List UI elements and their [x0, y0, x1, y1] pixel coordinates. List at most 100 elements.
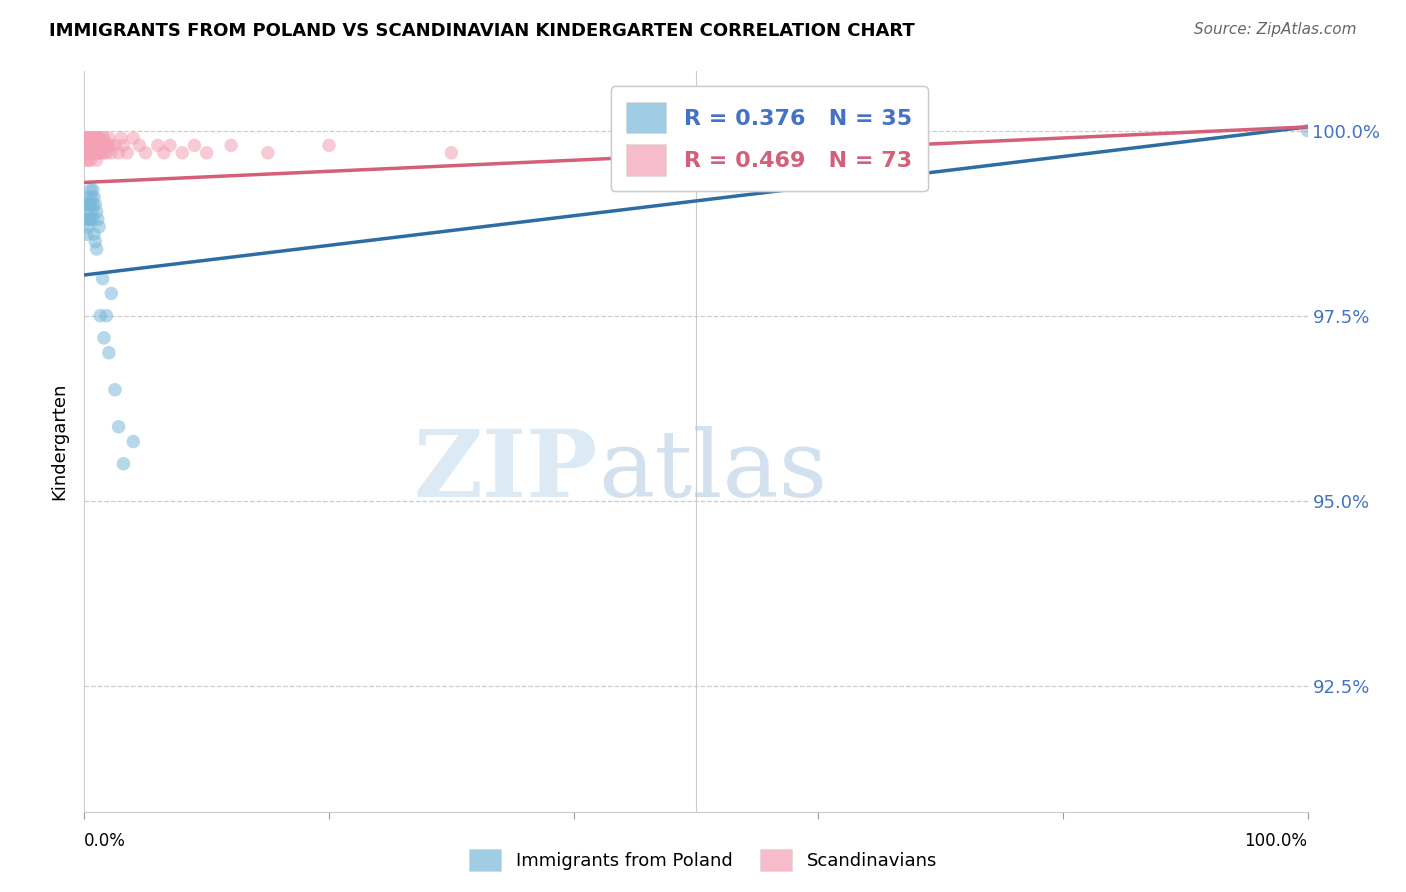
Point — [183, 138, 205, 153]
Text: atlas: atlas — [598, 426, 827, 516]
Point — [172, 145, 194, 160]
Point — [128, 138, 150, 153]
Point — [82, 131, 104, 145]
Point — [96, 145, 118, 160]
Point — [86, 138, 108, 153]
Point — [84, 235, 107, 249]
Point — [89, 145, 111, 160]
Point — [83, 131, 105, 145]
Point — [76, 138, 98, 153]
Point — [146, 138, 169, 153]
Point — [79, 212, 101, 227]
Point — [79, 197, 101, 211]
Point — [82, 197, 104, 211]
Point — [159, 138, 181, 153]
Point — [86, 153, 108, 168]
Point — [80, 138, 103, 153]
Legend: Immigrants from Poland, Scandinavians: Immigrants from Poland, Scandinavians — [461, 842, 945, 879]
Point — [96, 309, 118, 323]
Point — [77, 138, 100, 153]
Point — [87, 219, 110, 234]
Point — [77, 197, 100, 211]
Point — [77, 131, 100, 145]
Point — [86, 242, 108, 256]
Text: ZIP: ZIP — [413, 426, 598, 516]
Point — [77, 212, 100, 227]
Point — [195, 145, 218, 160]
Point — [80, 190, 103, 204]
Point — [83, 227, 105, 242]
Point — [75, 145, 97, 160]
Point — [77, 145, 100, 160]
Point — [87, 138, 110, 153]
Point — [76, 153, 98, 168]
Point — [79, 153, 101, 168]
Point — [90, 138, 112, 153]
Point — [87, 131, 110, 145]
Point — [77, 145, 100, 160]
Point — [76, 131, 98, 145]
Point — [84, 145, 107, 160]
Point — [153, 145, 176, 160]
Point — [93, 331, 115, 345]
Point — [77, 131, 100, 145]
Point — [91, 131, 114, 145]
Point — [82, 183, 104, 197]
Point — [77, 190, 100, 204]
Point — [86, 205, 108, 219]
Point — [80, 131, 103, 145]
Point — [104, 383, 127, 397]
Point — [87, 212, 110, 227]
Point — [93, 131, 115, 145]
Text: 0.0%: 0.0% — [84, 832, 127, 850]
Point — [94, 145, 117, 160]
Point — [87, 145, 110, 160]
Point — [80, 205, 103, 219]
Point — [107, 419, 129, 434]
Point — [82, 212, 104, 227]
Point — [76, 227, 98, 242]
Point — [84, 197, 107, 211]
Point — [97, 345, 120, 359]
Point — [77, 205, 100, 219]
Point — [75, 197, 97, 211]
Point — [79, 131, 101, 145]
Point — [82, 138, 104, 153]
Point — [122, 434, 145, 449]
Point — [93, 138, 115, 153]
Point — [87, 131, 110, 145]
Point — [91, 271, 114, 285]
Point — [79, 145, 101, 160]
Point — [257, 145, 280, 160]
Point — [79, 183, 101, 197]
Point — [440, 145, 463, 160]
Text: Source: ZipAtlas.com: Source: ZipAtlas.com — [1194, 22, 1357, 37]
Point — [86, 145, 108, 160]
Point — [82, 145, 104, 160]
Point — [80, 145, 103, 160]
Point — [90, 145, 112, 160]
Point — [97, 131, 120, 145]
Point — [112, 138, 135, 153]
Point — [84, 131, 107, 145]
Point — [100, 145, 122, 160]
Point — [86, 131, 108, 145]
Point — [91, 138, 114, 153]
Point — [75, 131, 97, 145]
Point — [94, 138, 117, 153]
Point — [79, 138, 101, 153]
Point — [112, 457, 135, 471]
Point — [77, 138, 100, 153]
Point — [122, 131, 145, 145]
Point — [83, 190, 105, 204]
Y-axis label: Kindergarten: Kindergarten — [51, 383, 69, 500]
Point — [77, 219, 100, 234]
Point — [107, 145, 129, 160]
Point — [110, 131, 132, 145]
Text: IMMIGRANTS FROM POLAND VS SCANDINAVIAN KINDERGARTEN CORRELATION CHART: IMMIGRANTS FROM POLAND VS SCANDINAVIAN K… — [49, 22, 915, 40]
Point — [76, 212, 98, 227]
Point — [83, 145, 105, 160]
Legend: R = 0.376   N = 35, R = 0.469   N = 73: R = 0.376 N = 35, R = 0.469 N = 73 — [610, 87, 928, 191]
Point — [219, 138, 242, 153]
Point — [100, 286, 122, 301]
